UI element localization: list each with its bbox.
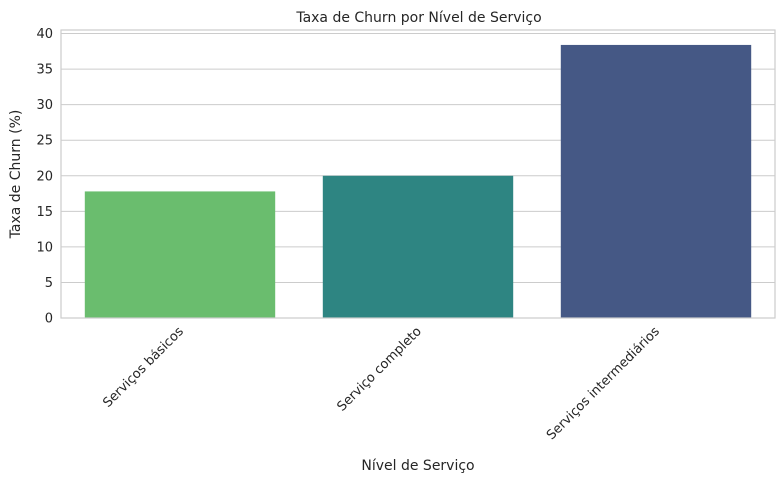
y-tick-label: 5 [45, 276, 53, 291]
y-tick-label: 35 [36, 63, 53, 78]
y-axis-label: Taxa de Churn (%) [8, 110, 24, 240]
bar-1 [84, 191, 276, 318]
x-tick-labels: Serviços básicos Serviço completo Serviços… [100, 324, 663, 443]
y-tick-label: 10 [36, 240, 53, 255]
y-tick-label: 25 [36, 134, 53, 149]
bars [84, 44, 752, 318]
y-tick-label: 15 [36, 205, 53, 220]
y-tick-label: 20 [36, 169, 53, 184]
x-tick-label: Serviço completo [334, 324, 424, 414]
x-tick-label: Serviços intermediários [544, 324, 663, 443]
x-axis-label: Nível de Serviço [361, 458, 474, 474]
bar-3 [560, 44, 752, 318]
plot-frame [60, 29, 776, 319]
x-tick-label: Serviços básicos [100, 324, 187, 411]
chart-title: Taxa de Churn por Nível de Serviço [295, 10, 541, 26]
y-tick-label: 30 [36, 98, 53, 113]
bar-2 [322, 175, 514, 318]
y-tick-labels: 0 5 10 15 20 25 30 35 40 [36, 27, 53, 326]
y-tick-label: 40 [36, 27, 53, 42]
y-tick-label: 0 [45, 312, 53, 327]
